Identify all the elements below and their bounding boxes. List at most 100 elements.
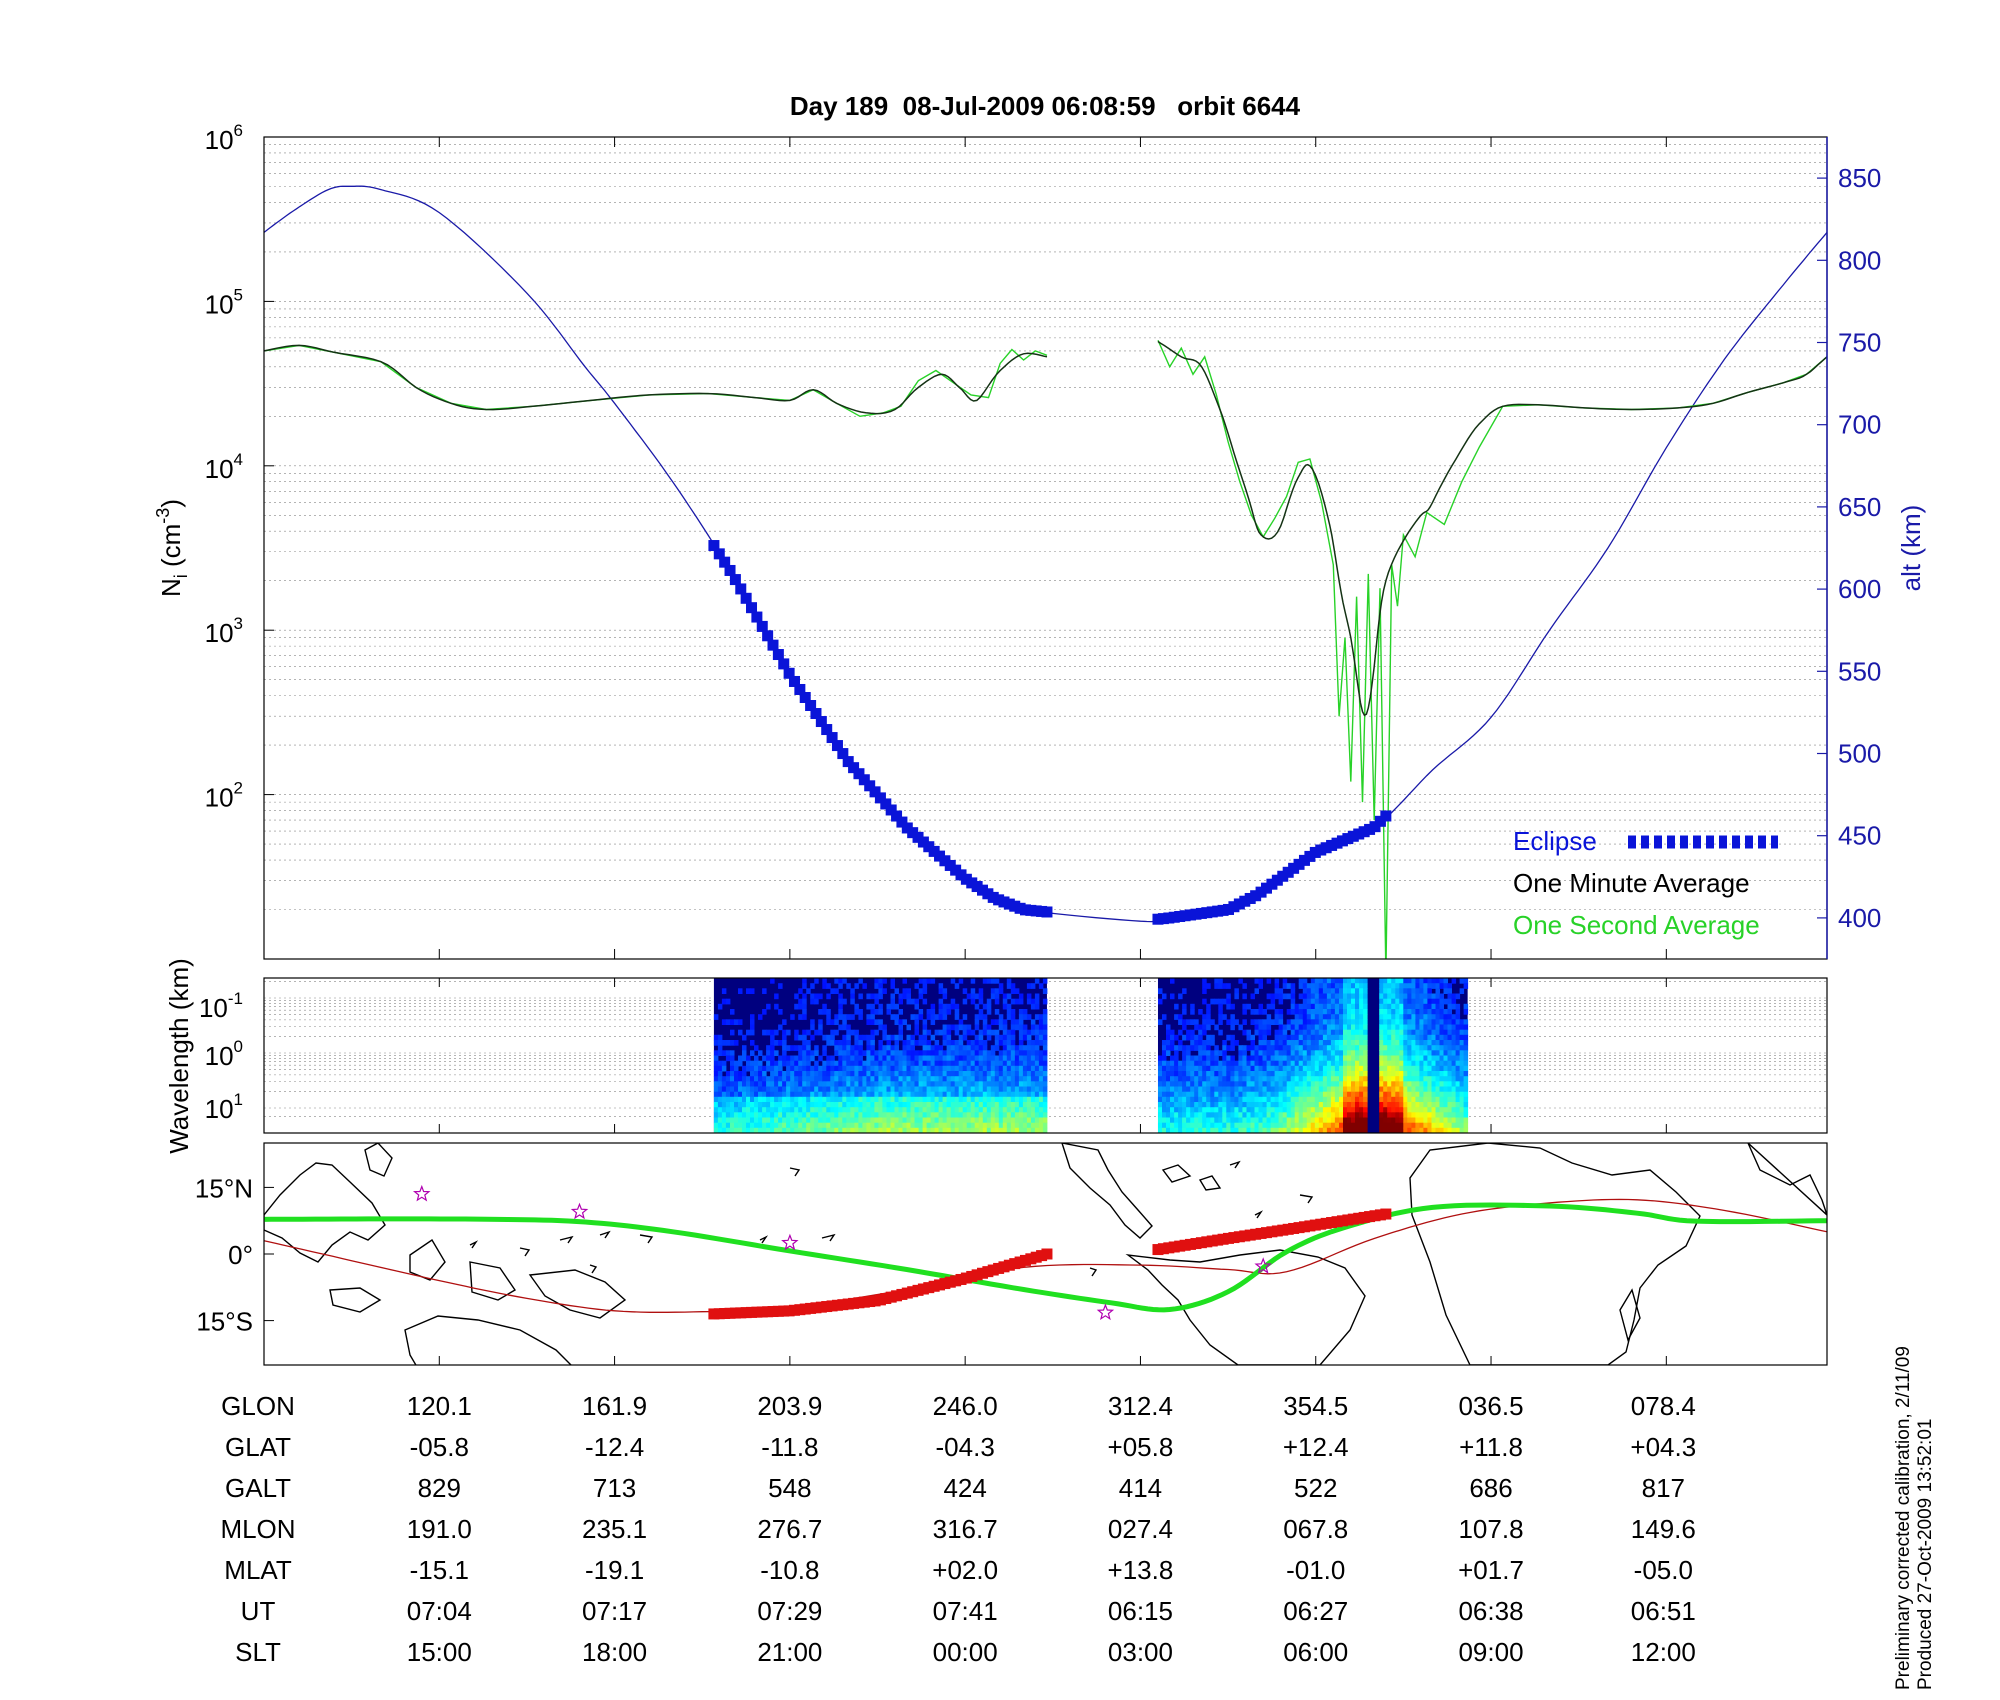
spectrogram-cell [1194, 1117, 1199, 1124]
spectrogram-cell [882, 1112, 887, 1118]
spectrogram-cell [1230, 1112, 1235, 1118]
spectrogram-cell [842, 1014, 847, 1020]
spectrogram-cell [1306, 1127, 1312, 1134]
spectrogram-cell [982, 1076, 988, 1082]
spectrogram-cell [978, 1117, 984, 1124]
spectrogram-cell [1298, 1081, 1304, 1087]
spectrogram-cell [846, 983, 851, 989]
spectrogram-cell [1182, 1065, 1187, 1072]
spectrogram-cell [806, 1086, 811, 1093]
spectrogram-cell [717, 1086, 723, 1093]
spectrogram-cell [802, 1076, 807, 1082]
spectrogram-cell [1431, 1060, 1436, 1067]
spectrogram-cell [1198, 1086, 1203, 1093]
spectrogram-cell [1463, 1112, 1469, 1118]
spectrogram-cell [1294, 1029, 1300, 1036]
spectrogram-cell [1431, 1096, 1436, 1103]
spectrogram-cell [1286, 1034, 1292, 1041]
spectrogram-cell [1314, 1127, 1320, 1134]
spectrogram-cell [1258, 1112, 1263, 1118]
spectrogram-cell [1379, 1014, 1384, 1020]
spectrogram-cell [1431, 1112, 1436, 1118]
spectrogram-cell [1427, 1081, 1432, 1087]
spectrogram-cell [1339, 1086, 1344, 1093]
spectrogram-cell [918, 1009, 924, 1015]
spectrogram-cell [1246, 1081, 1251, 1087]
spectrogram-cell [818, 1117, 823, 1124]
spectrogram-cell [1246, 1117, 1251, 1124]
spectrogram-cell [1182, 1127, 1187, 1134]
spectrogram-cell [830, 1076, 835, 1082]
ylabel-n: N [156, 578, 186, 597]
spectrogram-cell [1002, 1117, 1008, 1124]
spectrogram-cell [1431, 1040, 1436, 1046]
spectrogram-cell [982, 978, 988, 984]
spectrogram-cell [1242, 1055, 1247, 1062]
spectrogram-cell [1451, 1071, 1457, 1077]
spectrogram-cell [1162, 1045, 1167, 1051]
spectrogram-cell [1435, 1102, 1440, 1108]
spectrogram-cell [1455, 1065, 1461, 1072]
spectrogram-cell [1226, 1076, 1231, 1082]
spectrogram-cell [914, 1040, 919, 1046]
spectrogram-cell [1234, 1076, 1239, 1082]
spectrogram-cell [1447, 1076, 1452, 1082]
spectrogram-cell [766, 1081, 771, 1087]
spectrogram-cell [842, 1071, 847, 1077]
spectrogram-cell [1306, 1076, 1312, 1082]
spectrogram-cell [1030, 1107, 1036, 1113]
spectrogram-cell [1399, 1055, 1404, 1062]
spectrogram-cell [1298, 1076, 1304, 1082]
spectrogram-cell [758, 1065, 763, 1072]
spectrogram-cell [1347, 993, 1352, 1000]
spectrogram-cell [1347, 1081, 1352, 1087]
spectrogram-cell [850, 993, 855, 1000]
spectrogram-cell [982, 1003, 988, 1010]
spectrogram-cell [938, 1014, 944, 1020]
spectrogram-cell [1190, 1081, 1195, 1087]
spectrogram-cell [1158, 1065, 1163, 1072]
spectrogram-cell [946, 1040, 952, 1046]
spectrogram-cell [814, 1096, 819, 1103]
spectrogram-cell [1419, 1055, 1424, 1062]
spectrogram-cell [725, 1122, 731, 1129]
spectrogram-cell [1170, 1060, 1175, 1067]
spectrogram-cell [1198, 1009, 1203, 1015]
spectrogram-cell [818, 1127, 823, 1134]
spectrogram-cell [1415, 1127, 1420, 1134]
spectrogram-cell [1298, 1096, 1304, 1103]
spectrogram-cell [930, 1081, 936, 1087]
spectrogram-cell [1190, 1091, 1195, 1098]
spectrogram-cell [1162, 1086, 1167, 1093]
spectrogram-cell [962, 1107, 968, 1113]
spectrogram-cell [938, 1096, 944, 1103]
spectrogram-cell [786, 1060, 791, 1067]
spectrogram-cell [1359, 1076, 1364, 1082]
spectrogram-cell [1330, 1096, 1336, 1103]
spectrogram-cell [1222, 1091, 1227, 1098]
spectrogram-cell [1278, 1071, 1284, 1077]
spectrogram-cell [994, 1076, 1000, 1082]
spectrogram-cell [1407, 1076, 1412, 1082]
spectrogram-cell [1451, 1107, 1457, 1113]
spectrogram-cell [1274, 1050, 1280, 1056]
spectrogram-cell [1010, 1102, 1016, 1108]
spectrogram-cell [1006, 1055, 1012, 1062]
spectrogram-cell [1447, 1003, 1452, 1010]
spectrogram-cell [918, 1112, 924, 1118]
spectrogram-cell [898, 1127, 903, 1134]
spectrogram-cell [1407, 993, 1412, 1000]
spectrogram-cell [1310, 1086, 1316, 1093]
spectrogram-cell [1274, 1117, 1280, 1124]
spectrogram-cell [982, 1112, 988, 1118]
spectrogram-cell [1423, 1034, 1428, 1041]
spectrogram-cell [1314, 993, 1320, 1000]
spectrogram-cell [1254, 1127, 1259, 1134]
spectrogram-cell [882, 1024, 887, 1031]
spectrogram-cell [1415, 1029, 1420, 1036]
spectrogram-cell [1170, 1055, 1175, 1062]
spectrogram-cell [994, 1091, 1000, 1098]
spectrogram-cell [994, 998, 1000, 1005]
spectrogram-cell [954, 1117, 960, 1124]
